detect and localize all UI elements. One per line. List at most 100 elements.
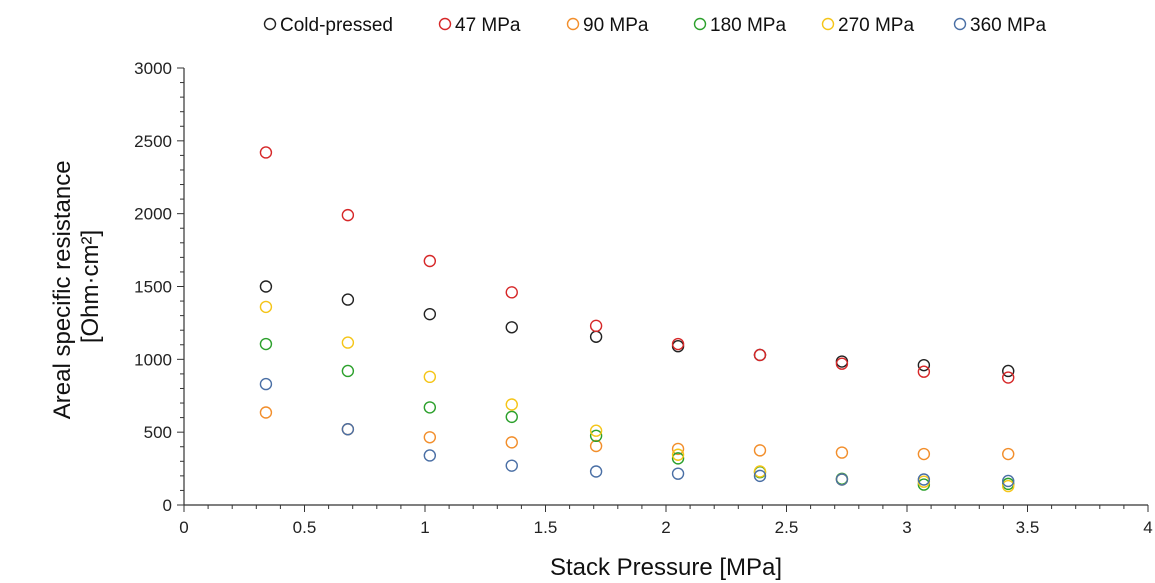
data-point xyxy=(259,146,273,159)
data-point xyxy=(423,370,437,384)
x-tick-label: 0.5 xyxy=(293,518,317,537)
data-point xyxy=(917,365,931,378)
data-point xyxy=(589,330,603,343)
y-axis-title-line2: [Ohm·cm²] xyxy=(77,230,104,343)
data-point xyxy=(505,286,518,299)
y-tick-label: 500 xyxy=(144,423,172,442)
legend-item: 47 MPa xyxy=(438,15,521,36)
legend-item: 360 MPa xyxy=(953,15,1046,36)
data-point xyxy=(753,469,767,483)
data-point xyxy=(589,439,603,453)
legend-item: 90 MPa xyxy=(566,15,649,36)
legend: Cold-pressed 47 MPa 90 MPa 180 MPa 270 MPa 36… xyxy=(263,15,1046,36)
data-point xyxy=(753,348,767,362)
series-cold-pressed xyxy=(259,280,1015,378)
legend-item: 270 MPa xyxy=(821,15,914,36)
data-point xyxy=(259,300,273,314)
data-point xyxy=(259,337,273,351)
legend-label: 360 MPa xyxy=(970,15,1046,36)
y-tick-label: 2500 xyxy=(134,132,172,151)
legend-label: 90 MPa xyxy=(583,15,649,36)
data-point xyxy=(423,449,437,462)
legend-marker xyxy=(263,17,277,31)
data-point xyxy=(671,452,685,465)
data-point xyxy=(671,448,685,461)
data-point xyxy=(1002,447,1015,461)
y-tick-label: 2000 xyxy=(134,205,172,224)
ticks: 0 0.5 1 1.5 2 2.5 3 3.5 4 0 500 1000 1500 2000 2500 300… xyxy=(134,59,1153,537)
data-point xyxy=(505,410,518,424)
data-point xyxy=(835,446,849,459)
data-point xyxy=(1002,479,1015,493)
legend-label: 180 MPa xyxy=(710,15,786,36)
y-axis-title: Areal specific resistance [Ohm·cm²] xyxy=(49,154,104,419)
legend-label: 270 MPa xyxy=(838,15,914,36)
x-tick-label: 3 xyxy=(902,518,911,537)
legend-label: Cold-pressed xyxy=(280,15,393,36)
data-point xyxy=(1002,371,1015,384)
data-point xyxy=(917,358,931,372)
data-point xyxy=(341,293,355,306)
legend-item: 180 MPa xyxy=(693,15,786,36)
data-point xyxy=(505,321,518,334)
y-axis-title-line1: Areal specific resistance xyxy=(49,160,76,419)
y-tick-label: 0 xyxy=(163,496,172,515)
data-point xyxy=(423,401,437,414)
x-tick-label: 3.5 xyxy=(1016,518,1040,537)
series-270-mpa xyxy=(259,300,1015,493)
data-point xyxy=(589,424,603,437)
data-point xyxy=(1002,364,1015,378)
series-90-mpa xyxy=(259,406,1015,461)
data-point xyxy=(835,357,849,370)
data-point xyxy=(671,337,685,351)
x-tick-label: 2 xyxy=(661,518,670,537)
axes xyxy=(183,68,1148,506)
data-point xyxy=(341,208,355,222)
data-point xyxy=(259,406,273,419)
x-tick-label: 2.5 xyxy=(775,518,799,537)
legend-marker xyxy=(693,17,707,31)
data-point xyxy=(671,442,685,456)
x-tick-label: 1 xyxy=(420,518,429,537)
data-point xyxy=(341,336,355,349)
data-point xyxy=(423,254,437,268)
x-tick-label: 0 xyxy=(179,518,188,537)
x-axis-title: Stack Pressure [MPa] xyxy=(550,554,782,581)
series-47-mpa xyxy=(259,146,1015,384)
data-point xyxy=(423,431,437,444)
x-tick-label: 4 xyxy=(1143,518,1152,537)
data-point xyxy=(917,447,931,461)
data-point xyxy=(917,473,931,486)
data-point xyxy=(505,398,518,411)
data-point xyxy=(1002,474,1015,488)
legend-item: Cold-pressed xyxy=(263,15,393,36)
data-point xyxy=(835,473,849,486)
legend-marker xyxy=(953,17,967,31)
data-point xyxy=(753,465,767,478)
series-360-mpa xyxy=(259,377,1015,488)
legend-label: 47 MPa xyxy=(455,15,521,36)
data-point xyxy=(589,465,603,478)
data-point xyxy=(589,429,603,443)
data-point xyxy=(505,459,518,472)
data-points xyxy=(259,146,1015,493)
data-point xyxy=(671,467,685,480)
legend-marker xyxy=(438,17,452,31)
data-point xyxy=(423,307,437,321)
data-point xyxy=(341,364,355,378)
data-point xyxy=(341,423,355,436)
y-tick-label: 3000 xyxy=(134,59,172,78)
data-point xyxy=(753,444,767,457)
x-tick-label: 1.5 xyxy=(534,518,558,537)
data-point xyxy=(917,478,931,491)
legend-marker xyxy=(566,17,580,31)
data-point xyxy=(259,377,273,391)
data-point xyxy=(259,280,273,293)
series-180-mpa xyxy=(259,337,1015,491)
y-tick-label: 1000 xyxy=(134,350,172,369)
legend-marker xyxy=(821,17,835,31)
data-point xyxy=(505,436,518,449)
data-point xyxy=(589,319,603,333)
y-tick-label: 1500 xyxy=(134,278,172,297)
